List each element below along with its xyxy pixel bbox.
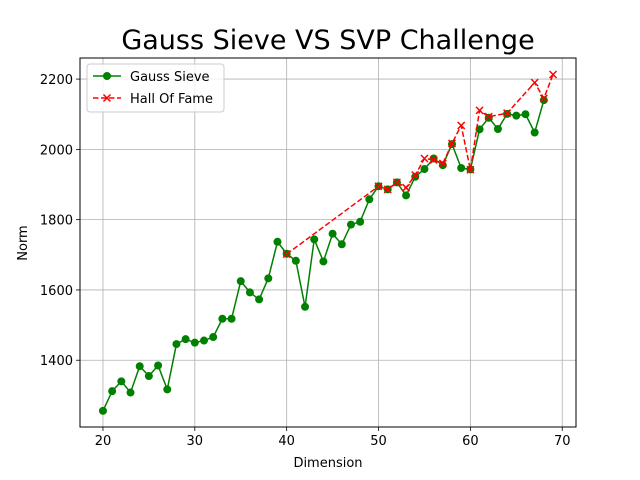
- data-point-gauss-sieve: [402, 191, 411, 200]
- x-axis-label: Dimension: [293, 456, 362, 471]
- series-layer: [98, 70, 558, 415]
- y-tick-label: 1400: [40, 354, 73, 369]
- data-point-hall-of-fame: [530, 78, 539, 87]
- plot-frame: [79, 57, 577, 428]
- data-point-gauss-sieve: [209, 333, 218, 342]
- data-point-hall-of-fame: [503, 109, 512, 118]
- data-point-gauss-sieve: [154, 361, 163, 370]
- data-point-gauss-sieve: [356, 217, 365, 226]
- y-axis-label: Norm: [16, 225, 31, 260]
- data-point-gauss-sieve: [126, 388, 135, 397]
- data-point-gauss-sieve: [200, 336, 208, 345]
- data-point-gauss-sieve: [457, 163, 466, 172]
- data-point-gauss-sieve: [301, 302, 310, 311]
- data-point-gauss-sieve: [346, 220, 355, 229]
- data-point-gauss-sieve: [429, 154, 438, 163]
- y-tick-label: 1800: [40, 214, 73, 229]
- data-point-hall-of-fame: [484, 112, 493, 121]
- legend: Gauss Sieve Hall Of Fame: [86, 63, 225, 113]
- legend-marker-gauss-sieve: [103, 72, 111, 80]
- grid-lines: [80, 58, 576, 427]
- y-tick-label: 2200: [40, 73, 73, 88]
- chart-title: Gauss Sieve VS SVP Challenge: [121, 25, 534, 56]
- data-point-gauss-sieve: [291, 256, 300, 265]
- data-point-gauss-sieve: [530, 128, 539, 137]
- data-point-gauss-sieve: [98, 406, 107, 415]
- data-point-gauss-sieve: [273, 237, 282, 246]
- data-point-hall-of-fame: [549, 70, 558, 79]
- data-point-gauss-sieve: [365, 195, 374, 204]
- data-point-gauss-sieve: [181, 335, 190, 344]
- data-point-gauss-sieve: [337, 240, 346, 249]
- data-point-gauss-sieve: [255, 295, 264, 304]
- data-point-gauss-sieve: [190, 338, 199, 347]
- data-point-hall-of-fame: [402, 183, 411, 192]
- data-point-gauss-sieve: [172, 340, 181, 349]
- data-point-gauss-sieve: [310, 235, 319, 244]
- data-point-gauss-sieve: [236, 277, 245, 286]
- series-line-hall-of-fame: [286, 74, 554, 255]
- data-point-gauss-sieve: [512, 111, 521, 120]
- data-point-gauss-sieve: [420, 165, 429, 174]
- x-tick-label: 50: [370, 434, 387, 449]
- data-point-gauss-sieve: [135, 362, 144, 371]
- data-point-hall-of-fame: [438, 159, 447, 168]
- data-point-hall-of-fame: [475, 106, 484, 115]
- data-point-gauss-sieve: [539, 96, 548, 105]
- x-tick-label: 40: [278, 434, 295, 449]
- data-point-gauss-sieve: [521, 110, 530, 119]
- y-tick-label: 1600: [40, 284, 73, 299]
- data-point-gauss-sieve: [438, 161, 447, 170]
- data-point-gauss-sieve: [218, 314, 227, 323]
- data-point-hall-of-fame: [466, 165, 475, 174]
- legend-box: [86, 63, 225, 113]
- x-tick-label: 70: [554, 434, 571, 449]
- data-point-hall-of-fame: [374, 182, 383, 191]
- data-point-hall-of-fame: [282, 250, 291, 259]
- x-tick-label: 60: [462, 434, 479, 449]
- data-point-hall-of-fame: [447, 139, 457, 148]
- data-point-hall-of-fame: [383, 185, 392, 194]
- data-point-hall-of-fame: [457, 121, 466, 130]
- data-point-hall-of-fame: [392, 178, 401, 187]
- data-point-gauss-sieve: [319, 257, 328, 266]
- data-point-gauss-sieve: [245, 288, 254, 297]
- data-point-gauss-sieve: [493, 124, 502, 133]
- legend-label-hall-of-fame: Hall Of Fame: [130, 92, 213, 107]
- legend-label-gauss-sieve: Gauss Sieve: [130, 70, 210, 85]
- data-point-hall-of-fame: [539, 94, 548, 103]
- data-point-gauss-sieve: [108, 387, 117, 396]
- x-tick-label: 20: [95, 434, 112, 449]
- data-point-hall-of-fame: [411, 170, 420, 180]
- legend-marker-hall-of-fame: [102, 93, 112, 103]
- data-point-gauss-sieve: [144, 372, 153, 381]
- x-tick-label: 30: [187, 434, 204, 449]
- data-point-hall-of-fame: [420, 154, 429, 163]
- data-point-gauss-sieve: [227, 314, 236, 323]
- data-point-hall-of-fame: [429, 155, 438, 164]
- series-line-gauss-sieve: [102, 99, 545, 412]
- data-point-gauss-sieve: [117, 377, 126, 386]
- axis-ticks: 20 30 40 50 60 70 1400 1600 1800 2000 2200: [40, 73, 571, 449]
- y-tick-label: 2000: [40, 143, 73, 158]
- data-point-gauss-sieve: [328, 229, 337, 238]
- data-point-gauss-sieve: [264, 274, 273, 283]
- data-point-gauss-sieve: [163, 385, 172, 394]
